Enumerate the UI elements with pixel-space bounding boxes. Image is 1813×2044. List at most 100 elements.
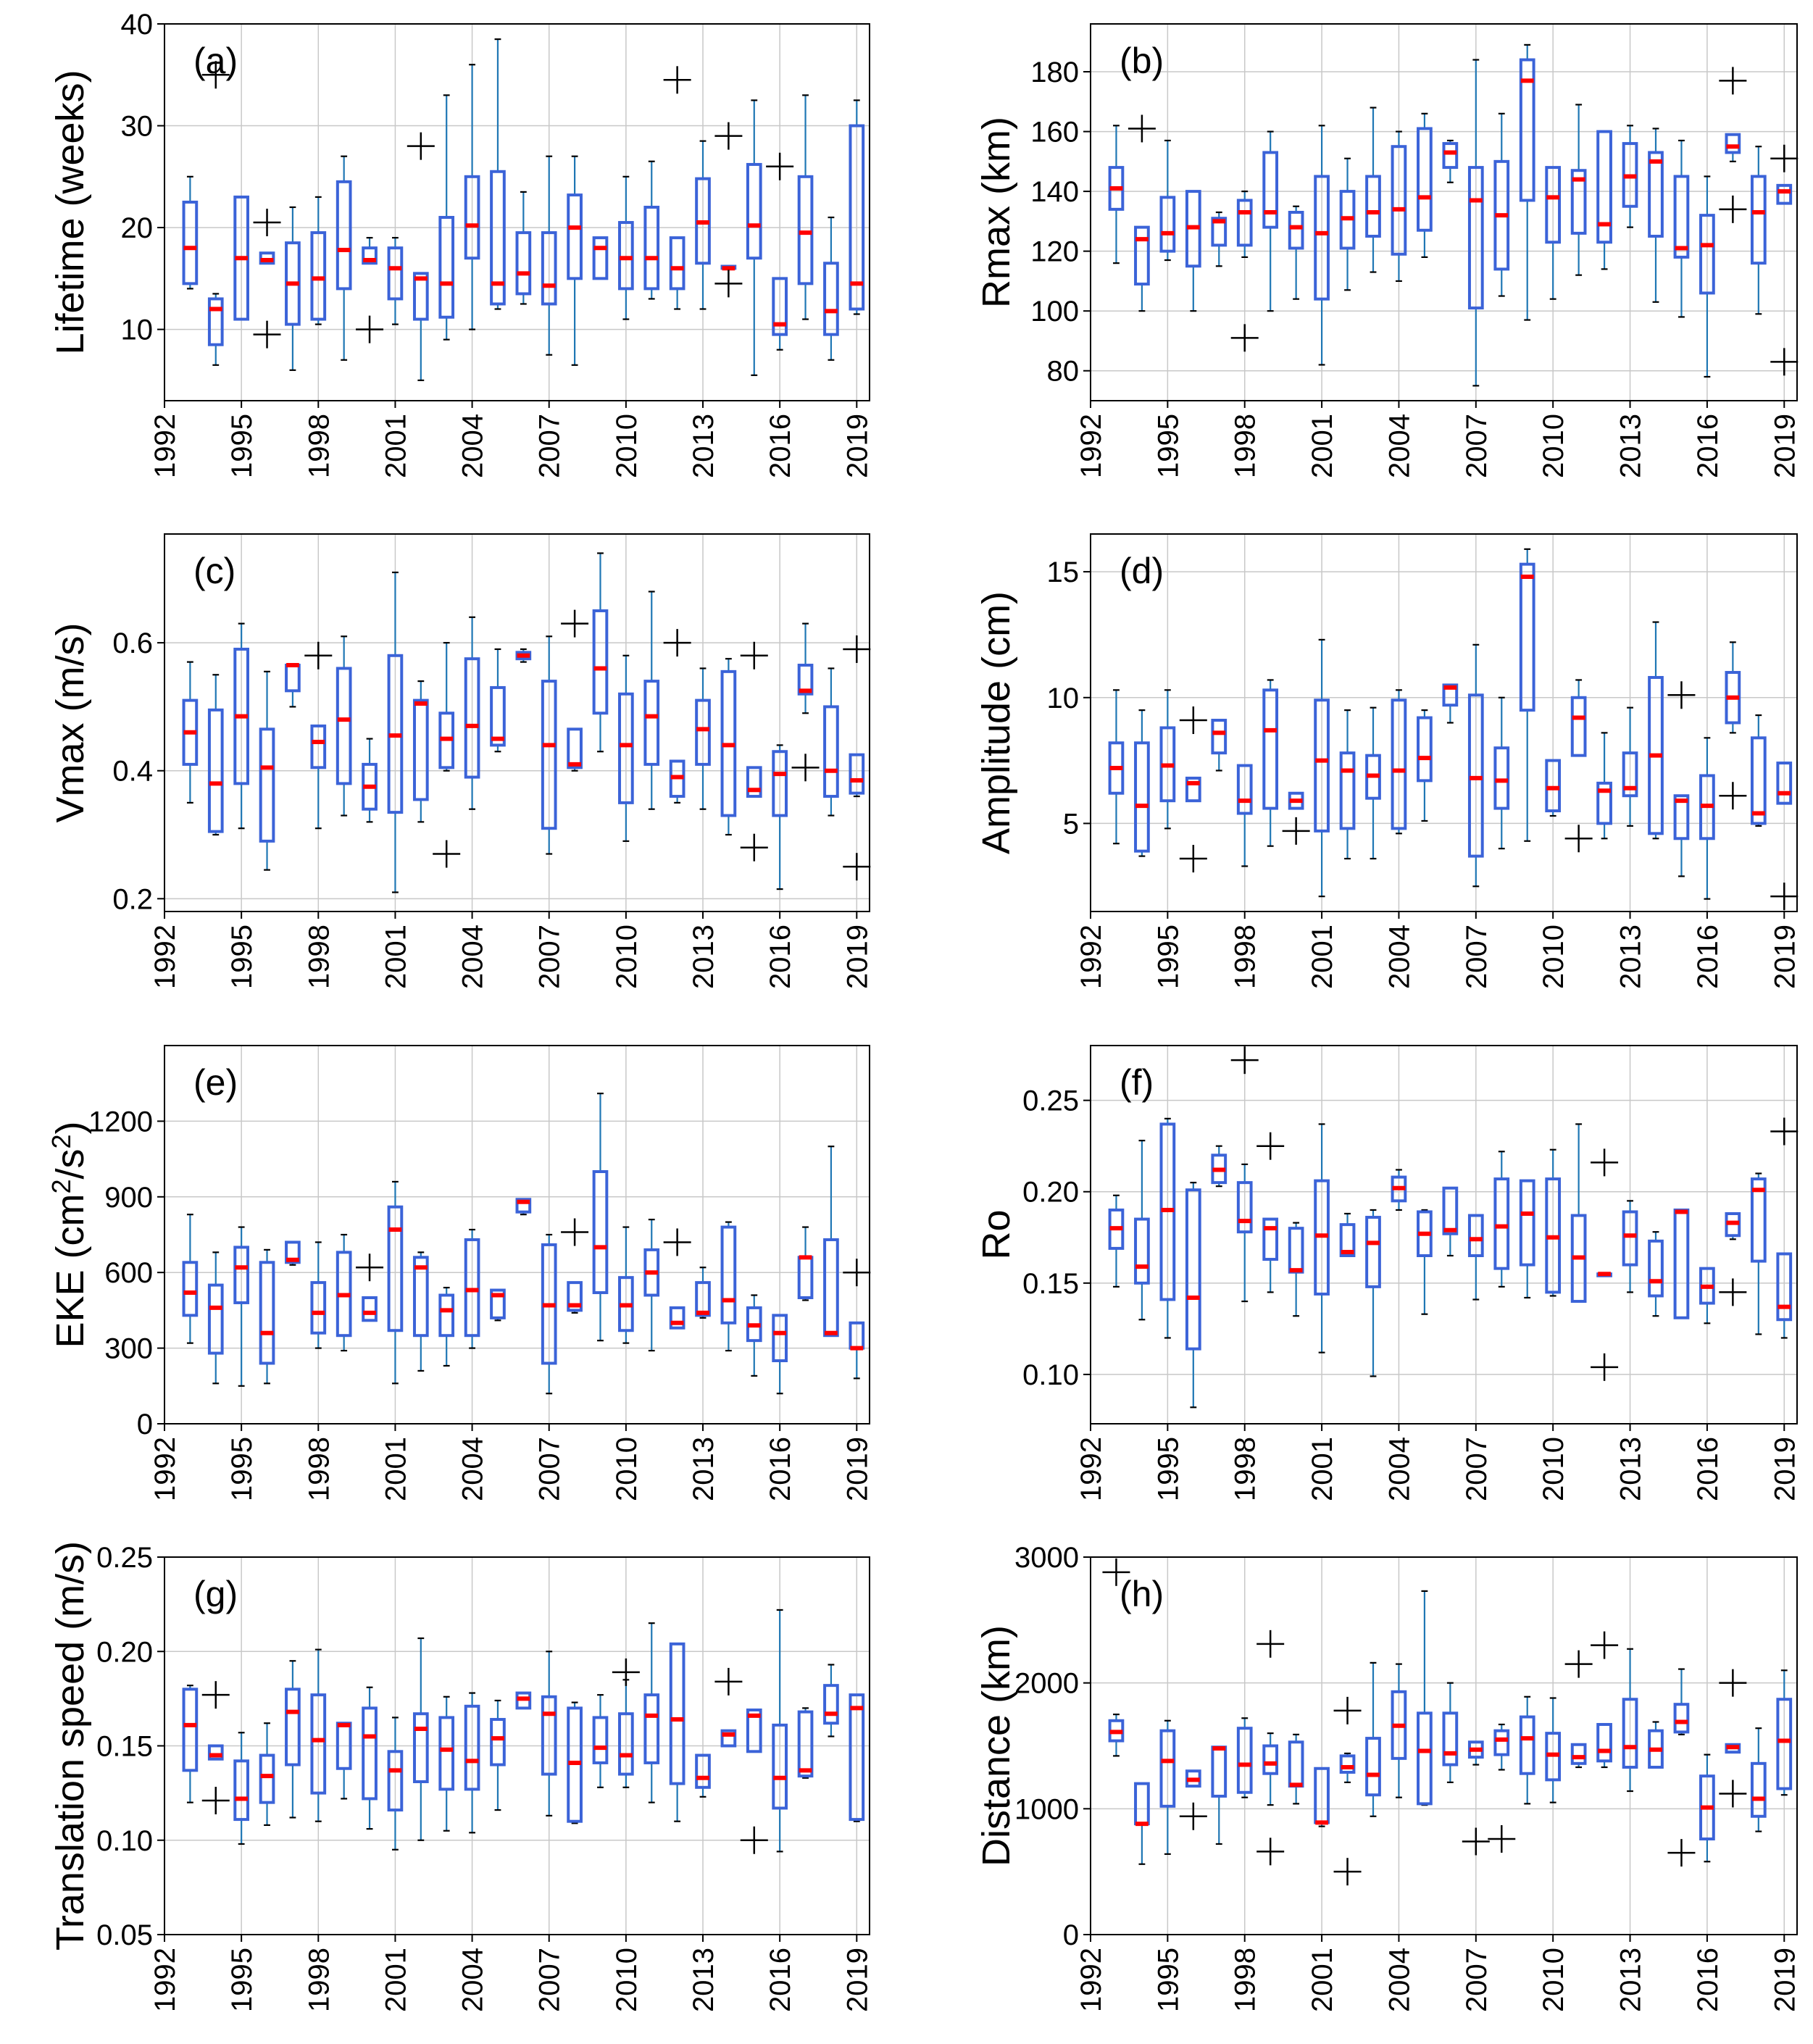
flier-2002 [1333, 1696, 1362, 1724]
iqr-box [362, 1296, 378, 1322]
box-2019 [849, 1693, 865, 1822]
x-tick-label: 2019 [1769, 1948, 1801, 2012]
box-2018 [823, 667, 839, 817]
iqr-box [1134, 1217, 1150, 1285]
iqr-box [1673, 794, 1690, 840]
x-tick-label: 1992 [149, 925, 181, 989]
box-1993 [1108, 125, 1125, 264]
x-tick-label: 2007 [1461, 1437, 1493, 1501]
iqr-box [233, 1759, 249, 1822]
iqr-box [1159, 196, 1176, 253]
x-tick-label: 2016 [764, 925, 796, 989]
iqr-box [1159, 1729, 1176, 1808]
iqr-box [464, 1238, 480, 1338]
y-tick-label: 80 [1047, 356, 1080, 388]
x-tick-label: 2016 [764, 1948, 796, 2012]
flier-1996 [1179, 1802, 1207, 1830]
box-2007 [1467, 59, 1484, 387]
box-2002 [1339, 709, 1356, 860]
iqr-box [1467, 1214, 1484, 1257]
flier-2012 [663, 629, 691, 657]
panel-a: 1992 1995 1998 2001 2004 2007 2010 2013 2016 2019… [49, 9, 873, 478]
box-1998 [1236, 1717, 1253, 1798]
box-2004 [464, 64, 480, 330]
y-tick-label: 0.10 [96, 1825, 153, 1857]
box-1994 [207, 1251, 224, 1385]
box-2000 [362, 237, 378, 265]
y-tick-label: 10 [1047, 683, 1080, 714]
y-tick-label: 0.20 [1022, 1177, 1079, 1209]
box-2005 [1417, 1209, 1433, 1315]
iqr-box [1185, 776, 1201, 803]
iqr-box [1211, 1745, 1228, 1798]
iqr-box [259, 727, 275, 843]
iqr-box [1442, 683, 1459, 707]
flier-2015 [740, 641, 768, 669]
x-tick-label: 2001 [1306, 1437, 1338, 1501]
panel-label: (d) [1120, 551, 1164, 591]
flier-2019 [843, 1259, 871, 1287]
iqr-box [772, 277, 788, 336]
box-2008 [567, 155, 583, 366]
iqr-box [643, 205, 660, 291]
grid [164, 534, 870, 912]
y-tick-label: 40 [121, 9, 154, 41]
flier-2017 [1719, 1669, 1747, 1697]
flier-2019 [1770, 144, 1799, 172]
x-tick-label: 1998 [1230, 1437, 1262, 1501]
x-tick-label: 1998 [303, 414, 335, 478]
iqr-box [1236, 1181, 1253, 1234]
box-2000 [1288, 205, 1304, 300]
iqr-box [1776, 1698, 1793, 1790]
box-2012 [669, 1306, 685, 1330]
box-2014 [720, 1221, 737, 1352]
iqr-box [618, 1712, 634, 1776]
box-2012 [1596, 732, 1612, 840]
box-1999 [1262, 1732, 1279, 1806]
flier-1998 [1230, 324, 1259, 352]
iqr-box [1776, 762, 1793, 805]
y-tick-label: 0.10 [1022, 1359, 1079, 1391]
iqr-box [1596, 781, 1612, 825]
x-tick-label: 1995 [1152, 1437, 1184, 1501]
flier-1996 [1179, 845, 1207, 873]
box-2005 [490, 1699, 506, 1811]
flier-2014 [714, 1667, 743, 1695]
box-2005 [1417, 709, 1433, 822]
flier-1993 [1102, 1558, 1130, 1586]
box-2004 [1391, 1663, 1407, 1798]
iqr-box [387, 1750, 404, 1812]
flier-2019 [843, 853, 871, 881]
box-1994 [207, 1744, 224, 1761]
flier-1994 [201, 1681, 230, 1709]
box-2011 [1570, 1123, 1587, 1303]
y-axis-label-part: 2 [46, 1134, 76, 1148]
iqr-box [464, 1704, 480, 1791]
y-axis-label-part: EKE (cm [49, 1194, 92, 1348]
grid [1090, 24, 1797, 401]
iqr-box [1519, 562, 1535, 712]
iqr-box [849, 124, 865, 311]
box-2010 [1545, 166, 1562, 300]
box-2002 [1339, 1752, 1356, 1783]
iqr-box [310, 724, 327, 769]
iqr-box [797, 1256, 814, 1299]
box-1998 [1236, 1163, 1253, 1303]
box-2001 [1314, 638, 1330, 898]
box-2017 [1725, 1212, 1741, 1240]
x-tick-label: 1992 [149, 414, 181, 478]
iqr-box [515, 1198, 532, 1214]
y-tick-label: 600 [104, 1257, 153, 1289]
box-2019 [849, 99, 865, 315]
panel-label: (a) [193, 41, 238, 81]
box-2014 [1648, 1721, 1664, 1769]
box-2010 [1545, 1148, 1562, 1297]
box-2005 [1417, 112, 1433, 259]
iqr-box [695, 1281, 711, 1317]
axes-frame [164, 533, 870, 912]
y-axis-label-part: 2 [46, 1179, 76, 1193]
box-1998 [310, 1648, 327, 1822]
box-2014 [720, 658, 737, 836]
iqr-box [1467, 166, 1484, 310]
box-2017 [797, 1226, 814, 1301]
